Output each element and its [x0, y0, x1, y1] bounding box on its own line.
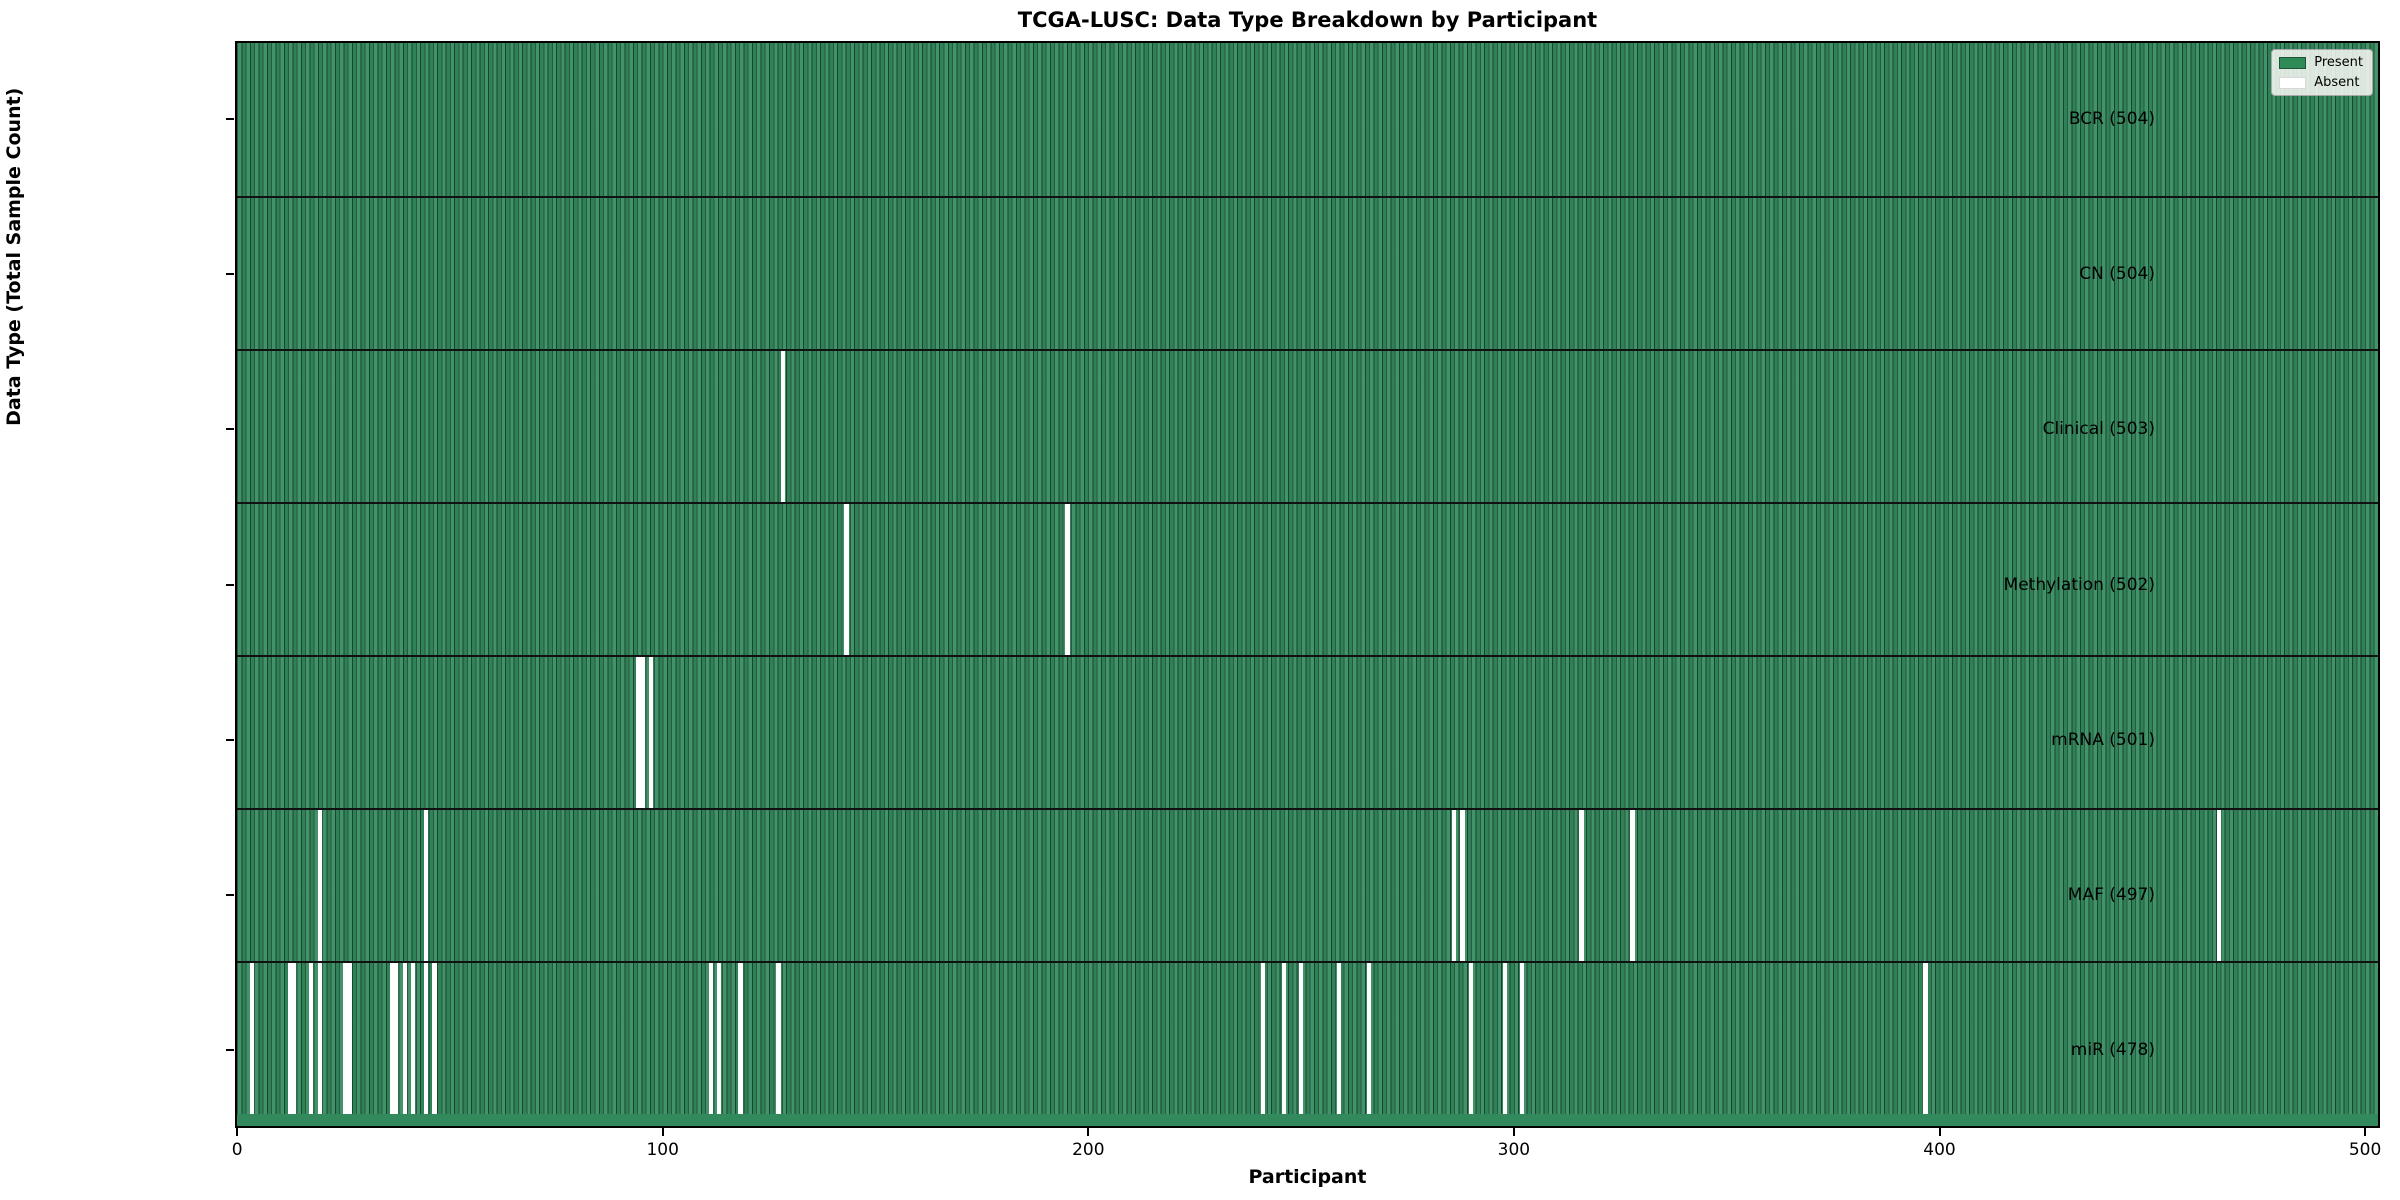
- legend: Present Absent: [2271, 49, 2373, 96]
- x-tick-mark: [236, 1128, 239, 1136]
- absent-bar: [1337, 963, 1342, 1114]
- plot-area: Present Absent: [235, 41, 2380, 1128]
- heatmap-row-bcr: [237, 43, 2378, 196]
- x-tick-mark: [2364, 1128, 2367, 1136]
- y-tick-mark: [226, 428, 234, 431]
- absent-bar: [649, 657, 654, 808]
- absent-bar: [1519, 963, 1525, 1114]
- heatmap-row-cn: [237, 196, 2378, 349]
- absent-bar: [402, 963, 407, 1114]
- absent-bar: [287, 963, 293, 1114]
- x-tick-label: 500: [2348, 1140, 2382, 1160]
- absent-bar: [423, 810, 429, 961]
- x-tick-label: 400: [1923, 1140, 1956, 1160]
- absent-bar: [432, 963, 437, 1114]
- x-tick-label: 200: [1072, 1140, 1105, 1160]
- y-tick-mark: [226, 272, 234, 275]
- absent-bar: [844, 504, 849, 655]
- legend-entry-absent: Absent: [2279, 75, 2363, 90]
- y-tick-label: mRNA (501): [2051, 729, 2155, 750]
- absent-bar: [1260, 963, 1265, 1114]
- absent-bar: [1630, 810, 1635, 961]
- absent-bar: [347, 963, 352, 1114]
- y-tick-label: MAF (497): [2067, 885, 2155, 906]
- legend-entry-present: Present: [2279, 55, 2363, 70]
- y-tick-mark: [226, 1049, 234, 1052]
- heatmap-row-methylation: [237, 502, 2378, 655]
- absent-bar: [309, 963, 314, 1114]
- absent-bar: [1579, 810, 1584, 961]
- heatmap-row-mir: [237, 961, 2378, 1114]
- present-swatch-icon: [2279, 56, 2307, 69]
- absent-bar: [708, 963, 713, 1114]
- y-tick-label: BCR (504): [2068, 108, 2155, 129]
- y-tick-label: Methylation (502): [2003, 574, 2155, 595]
- absent-bar: [394, 963, 399, 1114]
- absent-swatch-icon: [2279, 76, 2307, 89]
- y-tick-mark: [226, 894, 234, 897]
- absent-bar: [1468, 963, 1474, 1114]
- legend-absent-label: Absent: [2314, 75, 2360, 90]
- absent-bar: [636, 657, 641, 808]
- x-tick-mark: [1512, 1128, 1515, 1136]
- x-tick-label: 100: [646, 1140, 679, 1160]
- x-tick-mark: [661, 1128, 664, 1136]
- y-tick-label: Clinical (503): [2042, 419, 2155, 440]
- heatmap-row-mrna: [237, 655, 2378, 808]
- absent-bar: [738, 963, 743, 1114]
- absent-bar: [411, 963, 416, 1114]
- absent-bar: [249, 963, 254, 1114]
- x-tick-mark: [1087, 1128, 1090, 1136]
- absent-bar: [1065, 504, 1070, 655]
- absent-bar: [1451, 810, 1457, 961]
- y-tick-mark: [226, 117, 234, 120]
- heatmap-row-clinical: [237, 349, 2378, 502]
- absent-bar: [389, 963, 395, 1114]
- absent-bar: [776, 963, 781, 1114]
- absent-bar: [317, 810, 322, 961]
- y-tick-label: miR (478): [2070, 1040, 2155, 1061]
- absent-bar: [292, 963, 297, 1114]
- chart-title: TCGA-LUSC: Data Type Breakdown by Partic…: [1017, 8, 1598, 32]
- absent-bar: [1923, 963, 1928, 1114]
- y-tick-label: CN (504): [2079, 263, 2155, 284]
- x-tick-label: 0: [231, 1140, 243, 1160]
- absent-bar: [2216, 810, 2221, 961]
- absent-bar: [1282, 963, 1287, 1114]
- absent-bar: [1299, 963, 1304, 1114]
- absent-bar: [640, 657, 645, 808]
- x-tick-label: 300: [1497, 1140, 1531, 1160]
- absent-bar: [343, 963, 348, 1114]
- absent-bar: [1502, 963, 1508, 1114]
- absent-bar: [717, 963, 722, 1114]
- y-axis-label: Data Type (Total Sample Count): [3, 87, 25, 426]
- x-axis-label: Participant: [1248, 1166, 1367, 1188]
- absent-bar: [1366, 963, 1372, 1114]
- x-tick-mark: [1938, 1128, 1941, 1136]
- heatmap-row-maf: [237, 808, 2378, 961]
- legend-present-label: Present: [2314, 55, 2363, 70]
- absent-bar: [780, 351, 785, 502]
- absent-bar: [423, 963, 429, 1114]
- y-tick-mark: [226, 583, 234, 586]
- absent-bar: [317, 963, 322, 1114]
- absent-bar: [1460, 810, 1465, 961]
- y-tick-mark: [226, 738, 234, 741]
